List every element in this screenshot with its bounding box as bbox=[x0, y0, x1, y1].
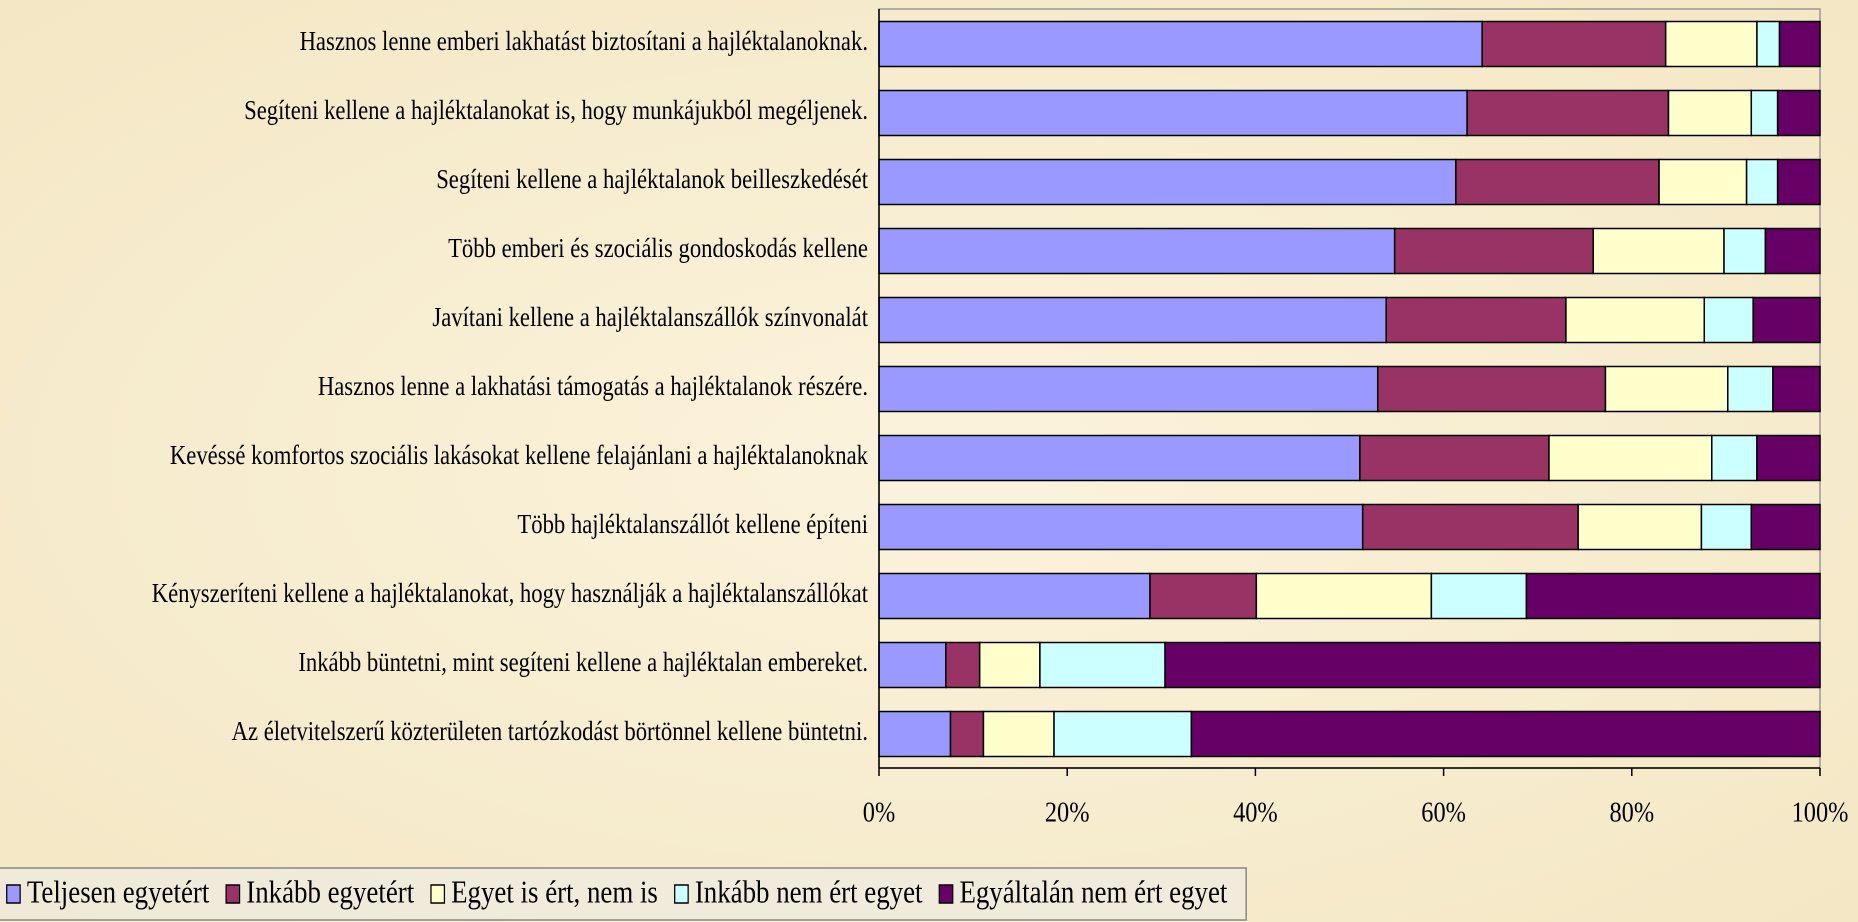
bar-segment bbox=[1764, 227, 1821, 275]
legend-box bbox=[0, 867, 1247, 921]
bar-segment bbox=[1592, 227, 1725, 275]
bar-segment bbox=[1393, 227, 1594, 275]
bar-segment bbox=[1604, 365, 1729, 413]
bar-segment bbox=[949, 710, 985, 758]
bar-segment bbox=[878, 641, 947, 689]
bar-segment bbox=[1385, 296, 1567, 344]
bar-segment bbox=[1745, 158, 1779, 206]
bar-segment bbox=[1723, 227, 1767, 275]
y-tick-label: Az életvitelszerű közterületen tartózkod… bbox=[232, 717, 868, 746]
bar-segment bbox=[878, 503, 1364, 551]
legend-label: Inkább nem ért egyet bbox=[695, 875, 923, 910]
legend: Teljesen egyetért Inkább egyetért Egyet is… bbox=[6, 875, 1228, 910]
bar-segment bbox=[878, 572, 1151, 620]
x-tick-group: 40% bbox=[1233, 796, 1278, 828]
y-tick-label: Kényszeríteni kellene a hajléktalanokat,… bbox=[152, 579, 868, 608]
y-tick-label: Segíteni kellene a hajléktalanok beilles… bbox=[436, 165, 868, 194]
legend-swatch bbox=[674, 884, 689, 904]
bar-segment bbox=[1750, 503, 1821, 551]
bar-segment bbox=[978, 641, 1041, 689]
bar-segment bbox=[1525, 572, 1821, 620]
bar-segment bbox=[1776, 89, 1821, 137]
legend-swatch bbox=[938, 884, 954, 904]
y-tick-label: Hasznos lenne emberi lakhatást biztosíta… bbox=[300, 27, 868, 56]
legend-label: Teljesen egyetért bbox=[27, 875, 210, 910]
bar-segment bbox=[1455, 158, 1660, 206]
bar-segment bbox=[878, 89, 1468, 137]
bar-segment bbox=[1565, 296, 1706, 344]
x-tick-label: 20% bbox=[1045, 796, 1090, 828]
bar-segment bbox=[1164, 641, 1821, 689]
bar-segment bbox=[1481, 20, 1667, 68]
bar-segment bbox=[1548, 434, 1713, 482]
bar-segment bbox=[1667, 89, 1753, 137]
x-tick-label: 40% bbox=[1233, 796, 1278, 828]
bar-segment bbox=[945, 641, 981, 689]
bar-segment bbox=[878, 710, 952, 758]
bar-segment bbox=[1658, 158, 1748, 206]
bar-segment bbox=[1776, 158, 1821, 206]
bar-segment bbox=[1577, 503, 1703, 551]
legend-label: Egyet is ért, nem is bbox=[451, 875, 658, 910]
legend-label: Egyáltalán nem ért egyet bbox=[959, 875, 1228, 910]
y-tick-label: Javítani kellene a hajléktalanszállók sz… bbox=[432, 303, 868, 332]
y-tick-label: Több hajléktalanszállót kellene építeni bbox=[517, 510, 868, 539]
bar-segment bbox=[1466, 89, 1670, 137]
bar-segment bbox=[878, 20, 1483, 68]
bar-segment bbox=[1359, 434, 1550, 482]
x-tick-label: 100% bbox=[1792, 796, 1849, 828]
bar-segment bbox=[1255, 572, 1433, 620]
bar-segment bbox=[878, 227, 1396, 275]
bar-segment bbox=[878, 434, 1361, 482]
x-tick-label: 80% bbox=[1609, 796, 1654, 828]
bar-segment bbox=[1376, 365, 1607, 413]
bar-segment bbox=[1700, 503, 1753, 551]
x-tick-label: 60% bbox=[1421, 796, 1466, 828]
x-tick-group: 100% bbox=[1792, 796, 1849, 828]
bar-segment bbox=[1711, 434, 1758, 482]
bar-segment bbox=[1756, 20, 1781, 68]
y-tick-label: Hasznos lenne a lakhatási támogatás a ha… bbox=[318, 372, 868, 401]
bar-segment bbox=[1752, 296, 1821, 344]
legend-swatch bbox=[225, 884, 241, 904]
bar-segment bbox=[878, 158, 1457, 206]
y-tick-label: Kevéssé komfortos szociális lakásokat ke… bbox=[170, 441, 869, 470]
bar-segment bbox=[1772, 365, 1821, 413]
bar-segment bbox=[1664, 20, 1758, 68]
legend-swatch bbox=[430, 884, 446, 904]
bar-segment bbox=[1039, 641, 1166, 689]
category-labels: Hasznos lenne emberi lakhatást biztosíta… bbox=[152, 27, 869, 746]
x-tick-group: 0% bbox=[863, 796, 895, 828]
bar-segment bbox=[1190, 710, 1821, 758]
bar-segment bbox=[1703, 296, 1754, 344]
x-tick-group: 60% bbox=[1421, 796, 1466, 828]
bar-segment bbox=[1727, 365, 1774, 413]
bar-segment bbox=[982, 710, 1055, 758]
bar-segment bbox=[1430, 572, 1528, 620]
x-tick-group: 20% bbox=[1045, 796, 1090, 828]
x-tick-group: 80% bbox=[1609, 796, 1654, 828]
legend-swatch bbox=[6, 884, 21, 904]
legend-label: Inkább egyetért bbox=[246, 875, 415, 910]
bar-segment bbox=[1149, 572, 1258, 620]
bar-segment bbox=[878, 296, 1387, 344]
bar-segment bbox=[878, 365, 1379, 413]
y-tick-label: Segíteni kellene a hajléktalanokat is, h… bbox=[244, 96, 868, 125]
bar-segment bbox=[1778, 20, 1821, 68]
bar-segment bbox=[1053, 710, 1193, 758]
y-tick-label: Több emberi és szociális gondoskodás kel… bbox=[448, 234, 868, 263]
bar-segment bbox=[1756, 434, 1821, 482]
bar-segment bbox=[1361, 503, 1579, 551]
bar-segment bbox=[1750, 89, 1779, 137]
y-tick-label: Inkább büntetni, mint segíteni kellene a… bbox=[298, 648, 868, 677]
x-tick-label: 0% bbox=[863, 796, 895, 828]
